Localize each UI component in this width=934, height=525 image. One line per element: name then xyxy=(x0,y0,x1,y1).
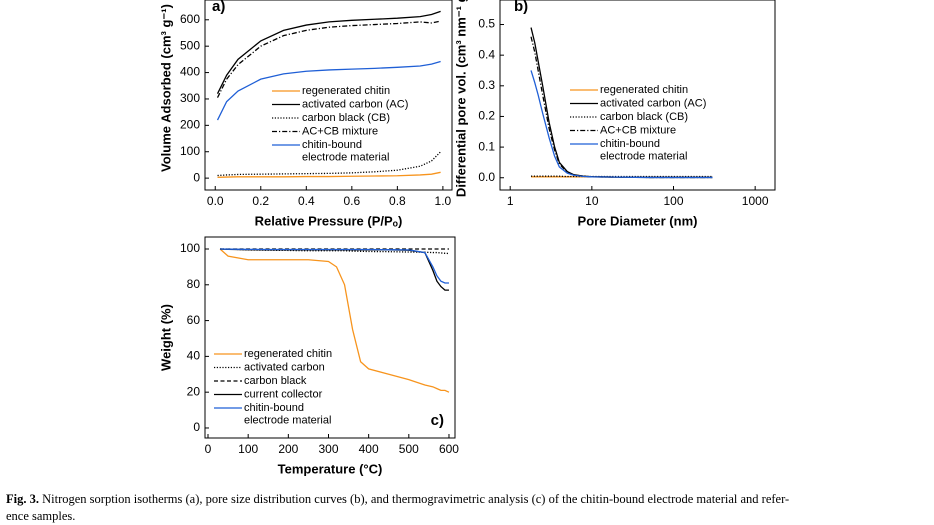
y-tick-label: 400 xyxy=(180,65,200,79)
y-tick-label: 80 xyxy=(187,277,201,291)
legend-label-line: chitin-bound xyxy=(244,402,304,414)
y-tick-label: 300 xyxy=(180,91,200,105)
legend-label-line: chitin-bound xyxy=(600,138,660,150)
y-tick-label: 0.3 xyxy=(478,78,495,92)
legend-label: regenerated chitin xyxy=(244,348,332,360)
legend-label-line: electrode material xyxy=(302,151,389,163)
legend-label: carbon black (CB) xyxy=(600,111,688,123)
y-tick-label: 100 xyxy=(180,144,200,158)
data-line xyxy=(216,60,441,121)
y-tick-label: 600 xyxy=(180,12,200,26)
legend-label: chitin-bound electrode material xyxy=(244,402,331,427)
plot-frame xyxy=(204,236,456,439)
y-tick-label: 100 xyxy=(180,241,200,255)
panel-label: a) xyxy=(212,0,225,15)
data-line xyxy=(220,248,449,284)
x-axis-title: Temperature (°C) xyxy=(278,461,383,476)
y-tick-label: 0.1 xyxy=(478,139,495,153)
legend-label: regenerated chitin xyxy=(302,85,390,97)
y-axis-title: Volume Adsorbed (cm³ g⁻¹) xyxy=(158,4,173,172)
y-tick-label: 0 xyxy=(193,170,200,184)
legend-label: activated carbon (AC) xyxy=(302,98,408,110)
legend-label: current collector xyxy=(244,388,323,400)
legend-label: AC+CB mixture xyxy=(302,125,378,137)
x-tick-label: 0.2 xyxy=(252,194,269,208)
legend-label-line: electrode material xyxy=(244,414,331,426)
x-tick-label: 1.0 xyxy=(435,194,452,208)
legend-label: chitin-bound electrode material xyxy=(600,138,687,163)
x-tick-label: 0.6 xyxy=(343,194,360,208)
panel-label: b) xyxy=(514,0,528,15)
x-axis-title: Pore Diameter (nm) xyxy=(578,213,698,228)
y-tick-label: 0.5 xyxy=(478,17,495,31)
data-line xyxy=(216,20,441,98)
legend-label: AC+CB mixture xyxy=(600,124,676,136)
y-axis-title: Weight (%) xyxy=(158,304,173,371)
data-line xyxy=(530,70,713,179)
plot-frame xyxy=(499,0,776,191)
y-tick-label: 500 xyxy=(180,38,200,52)
y-tick-label: 40 xyxy=(187,349,201,363)
legend-label: carbon black (CB) xyxy=(302,112,390,124)
caption: Fig. 3. Nitrogen sorption isotherms (a),… xyxy=(6,492,789,506)
x-tick-label: 0.4 xyxy=(298,194,315,208)
legend-label: regenerated chitin xyxy=(600,84,688,96)
legend-label: carbon black xyxy=(244,375,307,387)
x-tick-label: 1000 xyxy=(742,194,769,208)
data-line xyxy=(216,10,441,94)
legend-label: activated carbon (AC) xyxy=(600,97,706,109)
data-line xyxy=(217,151,442,177)
caption-text: Nitrogen sorption isotherms (a), pore si… xyxy=(42,492,789,506)
legend-label: activated carbon xyxy=(244,361,325,373)
legend-label-line: electrode material xyxy=(600,150,687,162)
x-tick-label: 500 xyxy=(399,442,419,456)
legend-label: chitin-bound electrode material xyxy=(302,139,389,164)
data-line xyxy=(220,248,449,291)
y-tick-label: 0.2 xyxy=(478,109,495,123)
x-tick-label: 200 xyxy=(278,442,298,456)
x-tick-label: 100 xyxy=(663,194,683,208)
caption-label: Fig. 3. xyxy=(6,492,39,506)
x-tick-label: 1 xyxy=(507,194,514,208)
y-tick-label: 200 xyxy=(180,118,200,132)
legend-label-line: chitin-bound xyxy=(302,139,362,151)
y-tick-label: 0.4 xyxy=(478,47,495,61)
y-tick-label: 0 xyxy=(193,420,200,434)
y-tick-label: 0.0 xyxy=(478,170,495,184)
x-tick-label: 0.0 xyxy=(207,194,224,208)
x-tick-label: 400 xyxy=(359,442,379,456)
x-tick-label: 0 xyxy=(205,442,212,456)
x-tick-label: 300 xyxy=(318,442,338,456)
data-line xyxy=(219,248,450,393)
x-tick-label: 0.8 xyxy=(389,194,406,208)
x-axis-title: Relative Pressure (P/Pₒ) xyxy=(255,213,403,228)
x-tick-label: 100 xyxy=(238,442,258,456)
panel-label: c) xyxy=(431,412,444,429)
x-tick-label: 10 xyxy=(585,194,599,208)
data-line xyxy=(217,171,441,178)
y-tick-label: 60 xyxy=(187,313,201,327)
y-axis-title: Differential pore vol. (cm³ nm⁻¹ g⁻¹) xyxy=(453,0,468,197)
y-tick-label: 20 xyxy=(187,384,201,398)
caption-text: ence samples. xyxy=(6,509,75,523)
x-tick-label: 600 xyxy=(439,442,459,456)
plot-frame xyxy=(204,0,453,191)
